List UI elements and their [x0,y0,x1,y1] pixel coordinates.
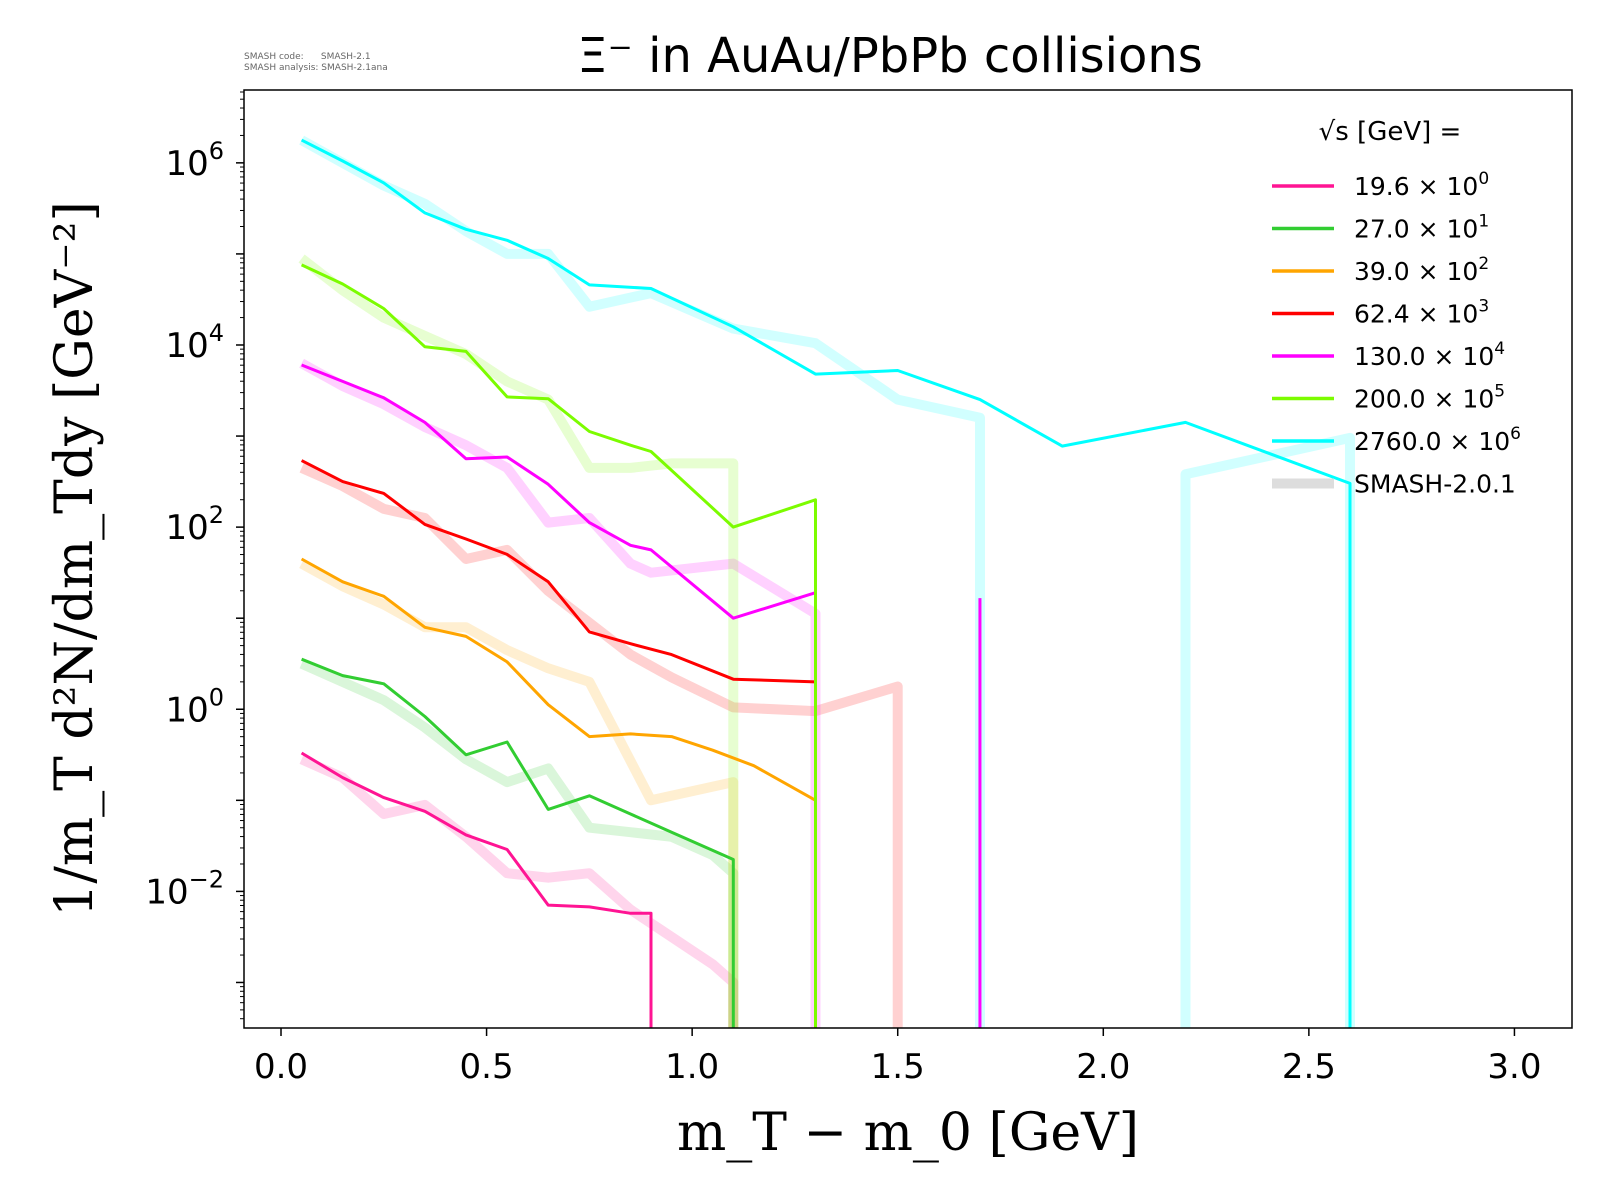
x-tick-label: 1.0 [665,1047,719,1087]
series-line-39.0 [300,557,817,1028]
x-axis: 0.0 0.5 1.0 1.5 2.0 2.5 3.0 [254,1028,1541,1087]
series-line-19.6 [300,751,653,1028]
y-tick-label: 104 [165,319,224,366]
smash-analysis-label: SMASH analysis: SMASH-2.1ana [244,63,388,73]
legend-label-200.0: 200.0 × 105 [1354,382,1505,414]
reference-line-19.6 [299,754,739,1028]
legend-label-19.6: 19.6 × 100 [1354,169,1489,201]
series-line-200.0 [300,263,817,1028]
reference-lines [298,135,1355,1028]
legend-label-27.0: 27.0 × 101 [1354,212,1489,244]
x-tick-label: 0.5 [460,1047,514,1087]
series-lines [300,138,1352,1028]
x-tick-label: 0.0 [254,1047,308,1087]
chart-title: Ξ⁻ in AuAu/PbPb collisions [577,28,1203,84]
reference-line-200.0 [298,254,739,1028]
y-tick-label: 102 [165,501,224,548]
reference-line-27.0 [299,659,739,1028]
y-axis-label: 1/m_T d²N/dm_Tdy [GeV⁻²] [45,201,105,916]
legend-label-62.4: 62.4 × 103 [1354,297,1489,329]
x-tick-label: 3.0 [1487,1047,1541,1087]
legend-label-39.0: 39.0 × 102 [1354,254,1489,286]
reference-line-39.0 [299,559,739,1028]
reference-line-2760.0-b [1180,432,1355,1028]
reference-line-62.4 [299,463,903,1028]
y-tick-label: 106 [165,137,224,184]
legend-label-reference: SMASH-2.0.1 [1354,470,1516,499]
series-line-130.0 [301,363,816,620]
series-line-62.4 [300,459,816,684]
x-axis-label: m_T − m_0 [GeV] [677,1103,1139,1163]
y-tick-label: 10−2 [145,865,224,912]
x-tick-label: 2.5 [1282,1047,1336,1087]
legend-label-2760.0: 2760.0 × 106 [1354,424,1521,456]
axes-frame [243,89,1573,1029]
legend-title: √s [GeV] = [1319,117,1462,147]
x-tick-label: 1.5 [871,1047,925,1087]
x-tick-label: 2.0 [1076,1047,1130,1087]
legend-label-130.0: 130.0 × 104 [1354,339,1505,371]
smash-code-label: SMASH code: SMASH-2.1 [244,52,371,62]
series-line-27.0 [301,657,735,1028]
y-axis: 106 104 102 100 10−2 [145,91,244,1020]
reference-line-2760.0 [299,135,985,1028]
axis-labels: m_T − m_0 [GeV] 1/m_T d²N/dm_Tdy [GeV⁻²] [45,201,1139,1163]
reference-line-130.0 [299,358,821,1028]
series-line-2760.0 [300,138,1352,1028]
legend: √s [GeV] = 19.6 × 100 27.0 × 101 39.0 × 102… [1272,117,1521,499]
y-tick-label: 100 [165,683,224,730]
